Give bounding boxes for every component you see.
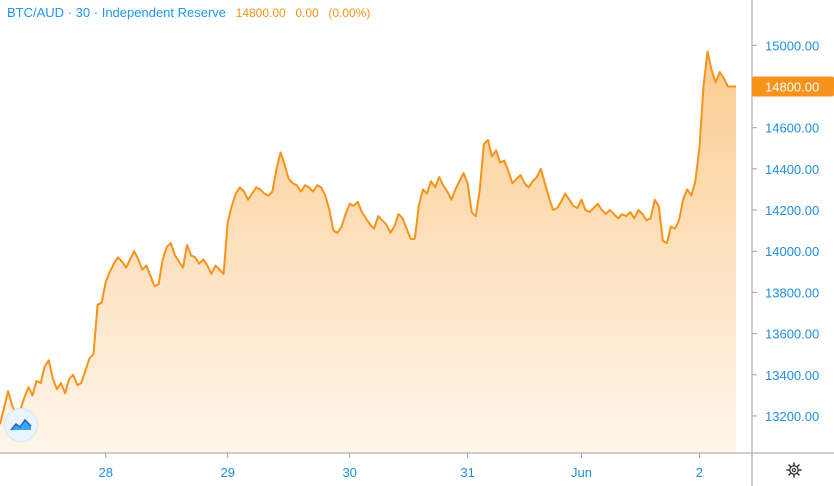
x-tick-label: 28 bbox=[98, 465, 112, 480]
last-price-badge bbox=[752, 76, 834, 97]
symbol-label[interactable]: BTC/AUD bbox=[7, 5, 65, 20]
x-tick-label: 2 bbox=[696, 465, 703, 480]
price-area-fill bbox=[0, 51, 736, 453]
tradingview-logo-icon[interactable] bbox=[4, 408, 38, 442]
x-tick-label: 29 bbox=[220, 465, 234, 480]
header-separator: · bbox=[67, 5, 73, 20]
x-tick-label: Jun bbox=[571, 465, 592, 480]
header-separator: · bbox=[93, 5, 99, 20]
x-tick-label: 30 bbox=[342, 465, 356, 480]
time-axis[interactable]: 28 29 30 31 Jun 2 bbox=[98, 453, 703, 480]
y-tick-label: 14600.00 bbox=[765, 121, 819, 136]
interval-label[interactable]: 30 bbox=[75, 5, 91, 20]
y-tick-label: 13400.00 bbox=[765, 368, 819, 383]
price-axis[interactable]: 13200.00 13400.00 13600.00 13800.00 14000.00… bbox=[752, 38, 819, 424]
y-tick-label: 14000.00 bbox=[765, 244, 819, 259]
change-value: 0.00 bbox=[295, 6, 319, 20]
last-price-marker: 14800.00 bbox=[752, 76, 834, 97]
y-tick-label: 15000.00 bbox=[765, 38, 819, 53]
price-line-layer bbox=[0, 50, 736, 425]
last-price-value: 14800.00 bbox=[235, 6, 286, 20]
exchange-label: Independent Reserve bbox=[101, 5, 227, 20]
change-percent-value: (0.00%) bbox=[328, 6, 371, 20]
price-area bbox=[0, 51, 736, 453]
y-tick-label: 13200.00 bbox=[765, 409, 819, 424]
price-line bbox=[0, 50, 736, 425]
x-tick-label: 31 bbox=[460, 465, 474, 480]
y-tick-label: 14200.00 bbox=[765, 203, 819, 218]
gear-icon[interactable] bbox=[786, 462, 802, 478]
chart-header: BTC/AUD · 30 · Independent Reserve 14800… bbox=[7, 5, 370, 20]
y-tick-label: 13600.00 bbox=[765, 327, 819, 342]
y-tick-label: 13800.00 bbox=[765, 285, 819, 300]
last-price-label: 14800.00 bbox=[765, 80, 819, 95]
y-tick-label: 14400.00 bbox=[765, 162, 819, 177]
